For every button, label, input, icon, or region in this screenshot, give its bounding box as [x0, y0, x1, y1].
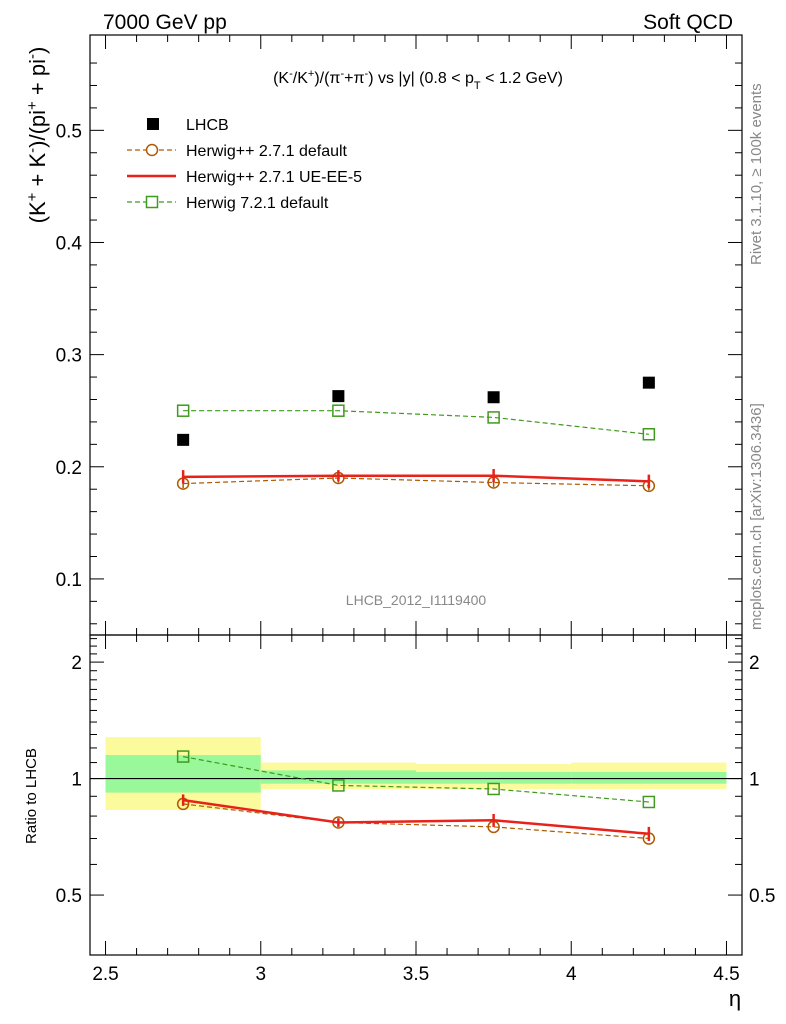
- ratio-ytick-label-right: 2: [749, 653, 760, 674]
- main-lhcb-point: [177, 433, 190, 446]
- main-ylabel: (K+ + K-)/(pi+ + pi-): [24, 47, 50, 224]
- main-series: [176, 376, 656, 493]
- main-axes: 0.1 0.2 0.3 0.4 0.5: [56, 35, 742, 635]
- xtick-label: 2.5: [92, 964, 118, 985]
- main-line-dashed-square: [183, 410, 649, 435]
- xtick-label: 3: [255, 964, 266, 985]
- ratio-bands: [90, 737, 742, 810]
- mcplots-label: mcplots.cern.ch [arXiv:1306.3436]: [748, 403, 765, 630]
- ratio-square-marker: [642, 795, 656, 809]
- main-ytick-label: 0.4: [56, 233, 83, 254]
- main-square-marker: [487, 411, 500, 424]
- ratio-line-dashed-square: [182, 756, 649, 803]
- legend-marker-lhcb: [147, 118, 159, 130]
- main-lhcb-point: [332, 390, 345, 403]
- ratio-ytick-label: 1: [71, 770, 82, 791]
- main-ytick-label: 0.2: [56, 458, 82, 479]
- main-line-dashed-circle: [183, 477, 649, 487]
- main-panel: 0.1 0.2 0.3 0.4 0.5 (K-/K+)/(π-+π-) vs |y| (…: [24, 34, 743, 636]
- legend-label: LHCB: [186, 117, 229, 134]
- x-axis-label: η: [729, 986, 741, 1011]
- legend-label: Herwig++ 2.7.1 default: [186, 143, 348, 160]
- legend-label: Herwig 7.2.1 default: [186, 195, 329, 212]
- ratio-line-dashed-circle: [183, 803, 649, 840]
- main-title: (K-/K+)/(π-+π-) vs |y| (0.8 < pT < 1.2 G…: [273, 68, 563, 92]
- header-right: Soft QCD: [643, 11, 733, 34]
- ratio-ytick-label: 0.5: [56, 886, 82, 907]
- main-lhcb-point: [642, 376, 655, 389]
- ratio-ytick-label-right: 0.5: [749, 886, 775, 907]
- main-line-solid: [183, 474, 649, 483]
- main-ytick-label: 0.5: [56, 121, 82, 142]
- xtick-label: 4: [566, 964, 577, 985]
- ratio-frame: [89, 634, 743, 956]
- main-square-marker: [332, 404, 345, 417]
- xtick-label: 4.5: [713, 964, 739, 985]
- legend-label: Herwig++ 2.7.1 UE-EE-5: [186, 169, 362, 186]
- ratio-square-marker: [487, 782, 500, 796]
- ratio-series: [176, 750, 656, 845]
- legend-circle-marker: [145, 143, 159, 157]
- main-ytick-label: 0.3: [56, 346, 82, 367]
- main-square-marker: [176, 404, 190, 417]
- main-lhcb-point: [487, 391, 500, 404]
- ratio-axes: 0.5 0.5 1 1 2 2 2.5 3 3.5 4 4.5: [56, 635, 775, 985]
- xtick-label: 3.5: [403, 964, 429, 985]
- legend: LHCB Herwig++ 2.7.1 default Herwig++ 2.7.1…: [127, 117, 362, 212]
- ratio-square-marker: [176, 750, 190, 763]
- analysis-id: LHCB_2012_I1119400: [346, 592, 487, 608]
- ratio-panel: 0.5 0.5 1 1 2 2 2.5 3 3.5 4 4.5 Ratio to LHCB η: [23, 634, 775, 1011]
- ratio-ylabel: Ratio to LHCB: [23, 748, 40, 844]
- main-square-marker: [642, 428, 656, 441]
- ratio-band-inner: [416, 771, 572, 784]
- rivet-label: Rivet 3.1.10, ≥ 100k events: [748, 83, 765, 265]
- main-ytick-label: 0.1: [56, 570, 82, 591]
- ratio-band-inner: [571, 771, 727, 784]
- ratio-square-marker: [332, 779, 345, 792]
- ratio-band-inner: [105, 755, 261, 793]
- ratio-line-solid: [182, 798, 650, 836]
- header-left: 7000 GeV pp: [103, 11, 227, 34]
- ratio-band-inner: [260, 770, 416, 784]
- legend-square-marker: [145, 195, 159, 209]
- ratio-ytick-label: 2: [71, 653, 82, 674]
- ratio-ytick-label-right: 1: [749, 770, 760, 791]
